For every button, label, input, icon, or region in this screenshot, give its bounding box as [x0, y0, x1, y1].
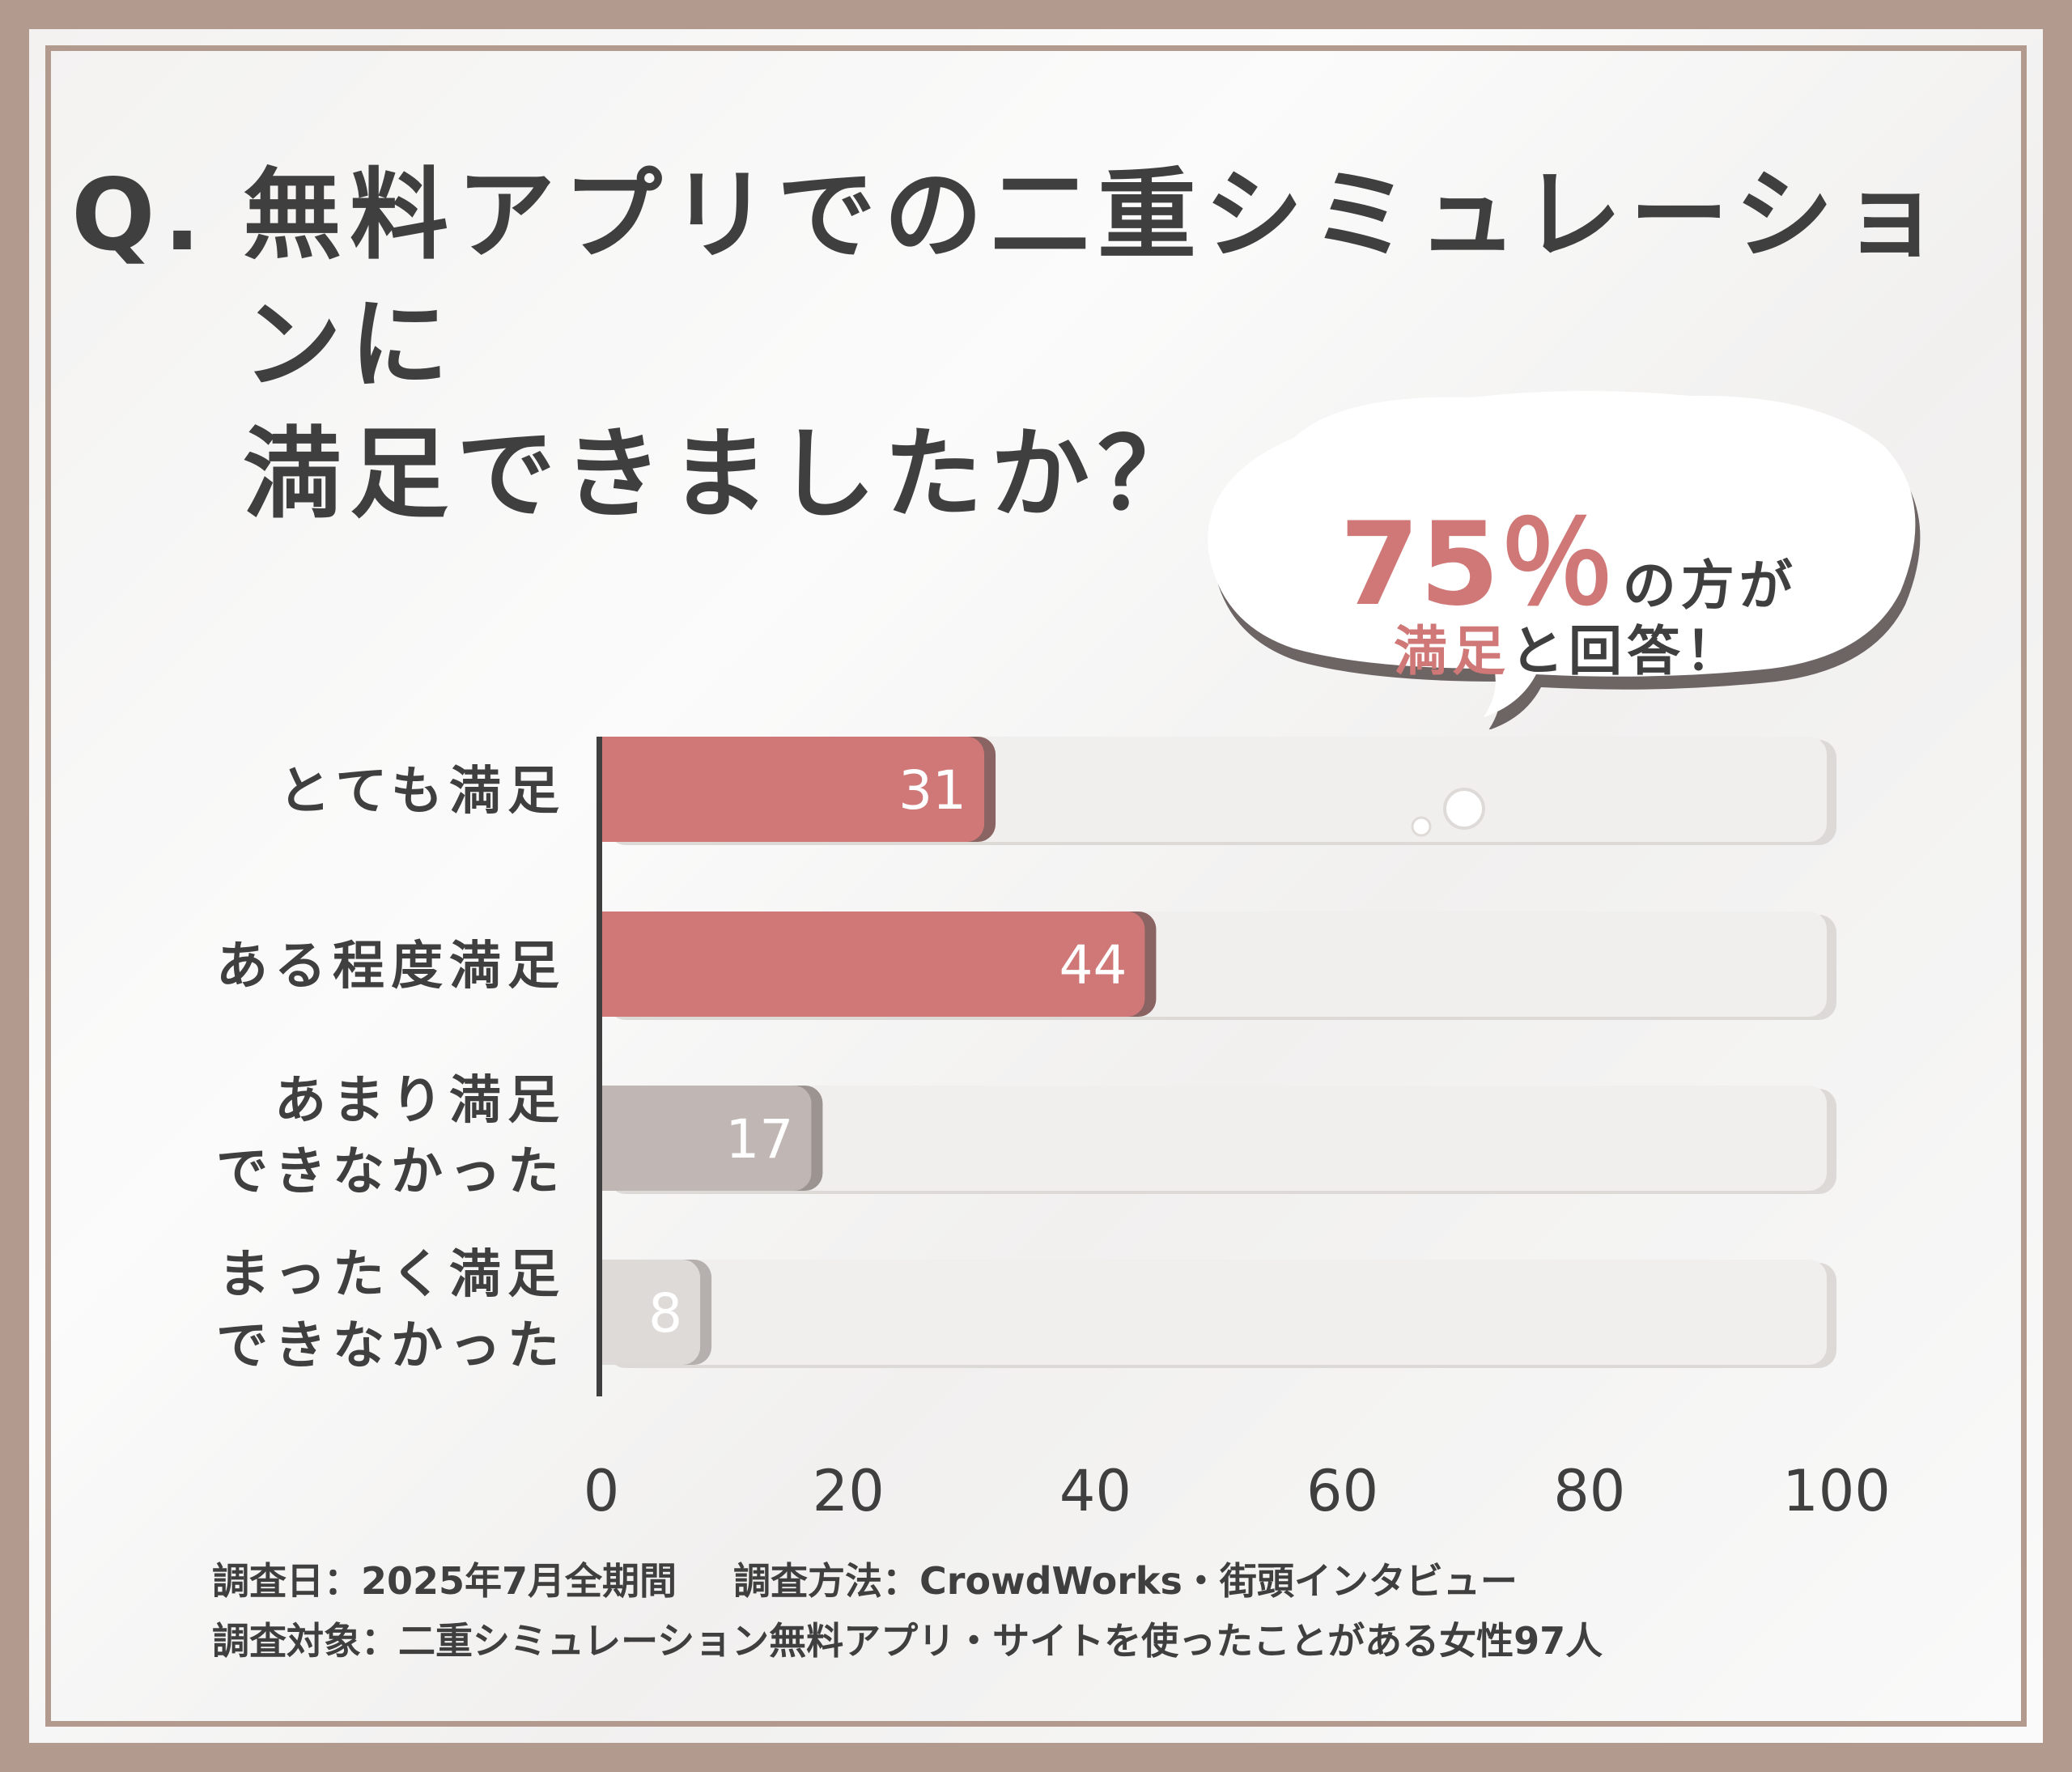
- card: Q. 無料アプリでの二重シミュレーションに 満足できましたか？ 75％ の方が 満…: [29, 29, 2043, 1743]
- x-tick-label: 20: [813, 1458, 885, 1524]
- bar-left-square: [601, 911, 626, 1017]
- category-label: ある程度満足: [216, 937, 566, 996]
- callout-line-2: 満足と回答！: [1204, 608, 1933, 686]
- category-label: できなかった: [216, 1142, 566, 1202]
- x-tick-label: 80: [1553, 1458, 1625, 1524]
- category-label: できなかった: [216, 1316, 566, 1376]
- callout-bubble: 75％ の方が 満足と回答！: [1204, 389, 1933, 729]
- bar: [601, 1086, 812, 1191]
- bar: [601, 737, 985, 842]
- callout-percent: 75％: [1340, 498, 1615, 631]
- category-label: まったく満足: [219, 1245, 566, 1305]
- footer-date: 調査日：2025年7月全期間: [212, 1559, 677, 1603]
- survey-footer: 調査日：2025年7月全期間 調査方法：CrowdWorks・街頭インタビュー 調…: [212, 1551, 1603, 1671]
- callout-suffix: の方が: [1622, 555, 1798, 617]
- bubble-dot-large: [1443, 788, 1485, 830]
- speech-bubble-shape: [1208, 390, 1921, 729]
- bubble-dot-small: [1411, 816, 1432, 837]
- callout-rest: と回答！: [1510, 620, 1743, 682]
- callout-accent: 満足: [1394, 620, 1510, 682]
- footer-method: 調査方法：CrowdWorks・街頭インタビュー: [733, 1559, 1518, 1603]
- title-line-2: 満足できましたか？: [243, 417, 1204, 532]
- bar-left-square: [601, 737, 626, 842]
- title-prefix: Q.: [71, 158, 210, 273]
- bar-left-square: [601, 1260, 626, 1365]
- bar-track: [601, 1086, 1827, 1191]
- category-label: とても満足: [278, 762, 566, 822]
- title-line-1: 無料アプリでの二重シミュレーションに: [243, 158, 1949, 402]
- bar-track: [601, 1260, 1827, 1365]
- bar: [601, 1260, 701, 1365]
- bar-left-square: [601, 1086, 626, 1191]
- x-tick-label: 0: [584, 1458, 620, 1524]
- inner-frame: [45, 45, 2027, 1727]
- x-tick-label: 100: [1782, 1458, 1891, 1524]
- y-axis-line: [597, 737, 602, 1396]
- bar: [601, 911, 1145, 1017]
- callout-line-1: 75％ の方が: [1204, 470, 1933, 637]
- bar-value-label: 44: [1059, 934, 1127, 996]
- category-label: あまり満足: [274, 1071, 566, 1131]
- bar-value-label: 17: [725, 1108, 793, 1171]
- x-tick-label: 40: [1059, 1458, 1132, 1524]
- bar-value-label: 31: [898, 759, 966, 822]
- footer-target: 調査対象：二重シミュレーション無料アプリ・サイトを使ったことがある女性97人: [212, 1619, 1603, 1663]
- bar-value-label: 8: [648, 1282, 682, 1345]
- x-tick-label: 60: [1306, 1458, 1378, 1524]
